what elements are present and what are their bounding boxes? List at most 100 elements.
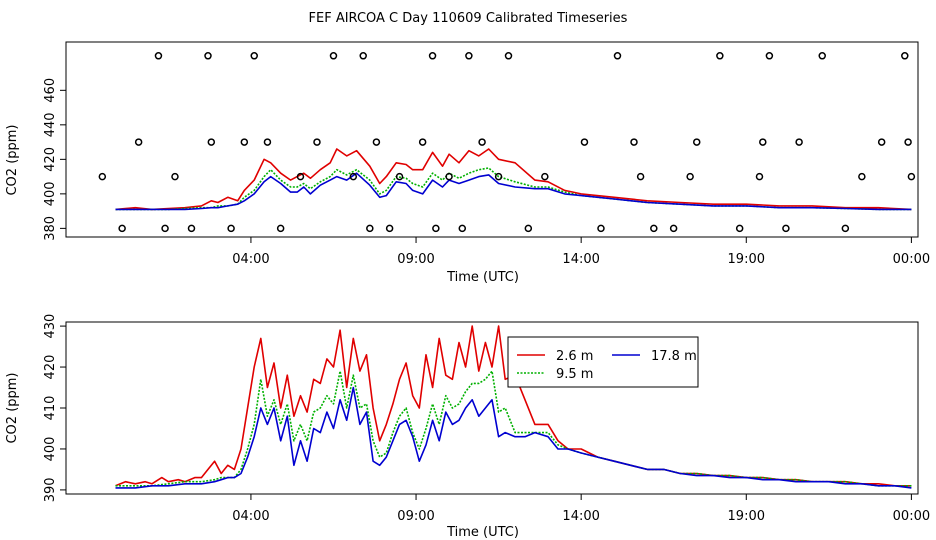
bottom-x-tick-label-0: 04:00 [232, 509, 269, 524]
bottom-x-tick-label-1: 09:00 [397, 509, 434, 524]
bottom-series-line-s178 [115, 386, 912, 489]
top-scatter-point-8 [207, 138, 216, 146]
top-scatter-point-46 [759, 138, 767, 146]
top-scatter-point-36 [613, 52, 622, 60]
bottom-plot-frame [65, 321, 919, 495]
top-x-tick-label-0: 04:00 [232, 252, 269, 267]
bottom-panel: 04:00 09:00 14:00 19:00 00:00 390 400 410 420 43… [5, 314, 930, 540]
top-y-tick-label-3: 440 [43, 112, 58, 137]
legend-label-17-8m: 17.8 m [651, 349, 697, 364]
top-scatter-point-11 [250, 52, 258, 60]
top-x-axis-label: Time (UTC) [446, 270, 519, 285]
top-y-tick-label-0: 380 [43, 216, 58, 241]
legend-label-2-6m: 2.6 m [556, 349, 593, 364]
legend: 2.6 m 9.5 m 17.8 m [507, 336, 699, 388]
top-scatter-point-4 [161, 224, 169, 233]
top-scatter-point-47 [765, 52, 774, 60]
top-y-tick-label-4: 460 [43, 78, 58, 103]
top-series-line-s26 [115, 148, 912, 211]
top-scatter-point-31 [504, 52, 513, 60]
bottom-x-tick-label-2: 14:00 [562, 509, 599, 524]
top-scatter-point-1 [118, 224, 126, 233]
bottom-y-tick-label-3: 420 [43, 355, 58, 380]
top-scatter-point-53 [877, 138, 886, 146]
top-scatter-point-32 [524, 224, 533, 233]
legend-label-9-5m: 9.5 m [556, 367, 593, 382]
bottom-series-line-s95 [115, 370, 912, 487]
top-x-ticks: 04:00 09:00 14:00 19:00 00:00 [232, 237, 930, 267]
top-y-tick-label-1: 400 [43, 181, 58, 206]
top-panel: 04:00 09:00 14:00 19:00 00:00 380 400 420 440 46… [5, 41, 930, 285]
top-x-tick-label-4: 00:00 [893, 252, 930, 267]
top-scatter-point-13 [276, 224, 285, 233]
legend-box [507, 336, 699, 388]
top-scatter-point-24 [428, 52, 437, 60]
top-scatter-point-56 [907, 172, 916, 181]
top-scatter-points [98, 52, 916, 233]
top-scatter-point-51 [841, 224, 850, 233]
bottom-x-tick-label-3: 19:00 [728, 509, 765, 524]
bottom-series [115, 325, 912, 489]
top-scatter-point-22 [395, 172, 404, 181]
top-scatter-point-15 [313, 138, 321, 146]
top-y-axis-label: CO2 (ppm) [5, 124, 20, 195]
bottom-x-axis-label: Time (UTC) [446, 525, 519, 540]
top-x-tick-label-2: 14:00 [562, 252, 599, 267]
bottom-y-axis-label: CO2 (ppm) [5, 372, 20, 443]
top-scatter-point-14 [296, 172, 305, 181]
top-scatter-point-34 [580, 138, 589, 146]
top-scatter-point-19 [366, 224, 374, 233]
top-scatter-point-42 [692, 138, 701, 146]
top-scatter-point-5 [171, 172, 179, 181]
bottom-y-tick-label-1: 400 [43, 437, 58, 462]
top-scatter-point-49 [795, 138, 803, 146]
top-scatter-point-39 [650, 224, 658, 233]
top-scatter-point-48 [782, 224, 790, 233]
bottom-y-ticks: 390 400 410 420 430 [43, 314, 66, 502]
top-scatter-point-38 [636, 172, 645, 181]
top-scatter-point-54 [901, 52, 909, 60]
top-scatter-point-3 [154, 52, 163, 60]
top-scatter-point-25 [432, 224, 440, 233]
figure-title: FEF AIRCOA C Day 110609 Calibrated Times… [309, 11, 628, 26]
top-x-tick-label-1: 09:00 [397, 252, 434, 267]
top-scatter-point-28 [465, 52, 473, 60]
bottom-y-tick-label-2: 410 [43, 396, 58, 421]
top-scatter-point-30 [494, 172, 503, 181]
top-x-tick-label-3: 19:00 [728, 252, 765, 267]
top-series [115, 148, 912, 211]
top-scatter-point-18 [359, 52, 367, 60]
top-scatter-point-45 [755, 172, 764, 181]
top-scatter-point-23 [418, 138, 427, 146]
top-series-line-s95 [115, 167, 912, 211]
top-scatter-point-21 [385, 224, 394, 233]
top-scatter-point-16 [329, 52, 338, 60]
top-scatter-point-9 [227, 224, 235, 233]
bottom-x-ticks: 04:00 09:00 14:00 19:00 00:00 [232, 494, 930, 524]
bottom-x-tick-label-4: 00:00 [893, 509, 930, 524]
top-scatter-point-20 [372, 138, 381, 146]
top-scatter-point-37 [630, 138, 638, 146]
top-scatter-point-35 [597, 224, 605, 233]
top-scatter-point-43 [716, 52, 724, 60]
top-scatter-point-33 [541, 172, 549, 181]
top-scatter-point-26 [445, 172, 453, 181]
top-scatter-point-55 [904, 138, 912, 146]
top-scatter-point-6 [187, 224, 196, 233]
top-scatter-point-40 [669, 224, 678, 233]
top-y-ticks: 380 400 420 440 460 [43, 78, 66, 241]
top-series-line-s178 [115, 172, 912, 211]
top-scatter-point-12 [263, 138, 272, 146]
top-scatter-point-0 [98, 172, 107, 181]
top-scatter-point-10 [240, 138, 249, 146]
top-scatter-point-52 [858, 172, 866, 181]
top-scatter-point-27 [458, 224, 467, 233]
top-scatter-point-29 [478, 138, 486, 146]
top-scatter-point-2 [134, 138, 143, 146]
top-scatter-point-44 [735, 224, 744, 233]
top-scatter-point-7 [204, 52, 212, 60]
top-plot-frame [65, 41, 919, 238]
top-scatter-point-17 [349, 172, 358, 181]
bottom-y-tick-label-0: 390 [43, 477, 58, 502]
